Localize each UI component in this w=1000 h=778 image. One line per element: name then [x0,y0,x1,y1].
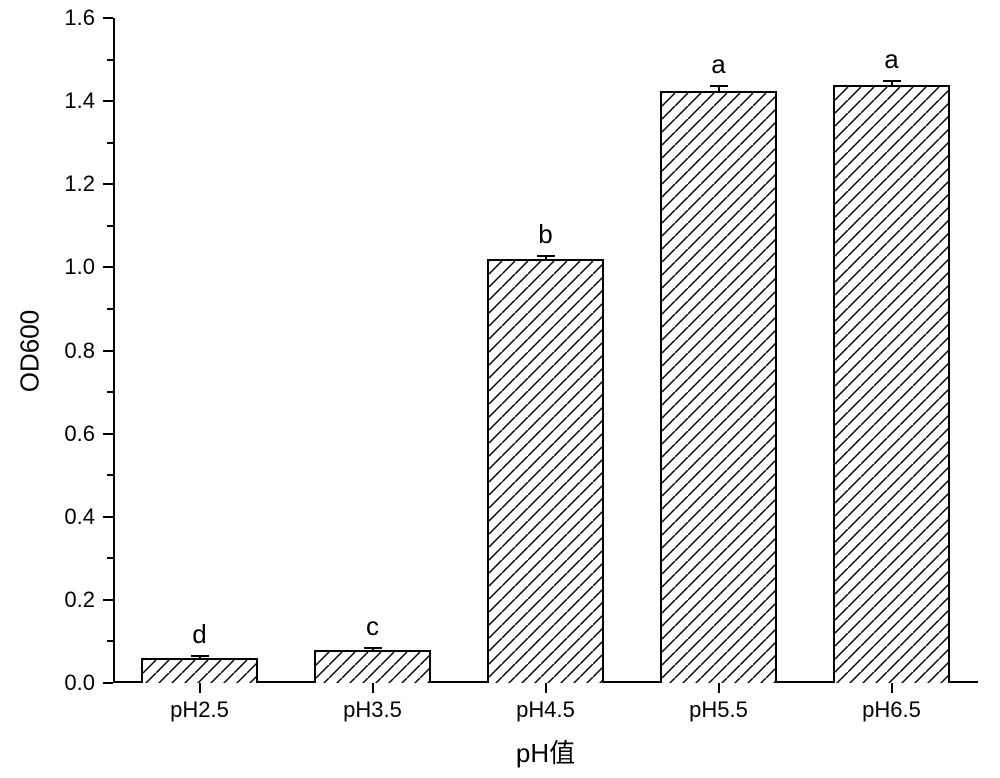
x-tick [545,683,547,693]
x-tick [891,683,893,693]
y-tick-label: 1.4 [0,88,95,114]
y-tick-label: 0.0 [0,670,95,696]
y-tick [103,433,113,435]
error-bar-cap [364,647,382,649]
y-minor-tick [107,225,113,227]
error-bar-cap [537,255,555,257]
bar [314,650,432,683]
x-tick [199,683,201,693]
x-axis-title: pH值 [516,733,575,770]
bar [141,658,259,683]
y-tick-label: 1.6 [0,5,95,31]
y-minor-tick [107,59,113,61]
y-tick [103,599,113,601]
y-tick [103,682,113,684]
y-minor-tick [107,474,113,476]
significance-letter: d [192,619,206,650]
y-tick-label: 1.2 [0,171,95,197]
significance-letter: c [366,611,379,642]
y-tick [103,516,113,518]
error-bar-cap [883,80,901,82]
y-tick [103,350,113,352]
bar [487,259,605,683]
y-minor-tick [107,557,113,559]
y-minor-tick [107,142,113,144]
y-minor-tick [107,391,113,393]
significance-letter: a [711,49,725,80]
x-tick [718,683,720,693]
y-tick-label: 1.0 [0,254,95,280]
od600-vs-ph-bar-chart: OD600 pH值 0.00.20.40.60.81.01.21.41.6dpH… [0,0,1000,778]
y-tick-label: 0.8 [0,338,95,364]
significance-letter: b [538,219,552,250]
x-tick-label: pH3.5 [343,697,402,723]
significance-letter: a [884,44,898,75]
x-tick-label: pH5.5 [689,697,748,723]
x-tick-label: pH6.5 [862,697,921,723]
y-tick [103,183,113,185]
y-tick-label: 0.4 [0,504,95,530]
bar [833,85,951,683]
x-tick-label: pH2.5 [170,697,229,723]
x-tick [372,683,374,693]
y-tick [103,17,113,19]
y-tick-label: 0.6 [0,421,95,447]
y-minor-tick [107,308,113,310]
error-bar-cap [710,85,728,87]
y-tick [103,100,113,102]
x-tick-label: pH4.5 [516,697,575,723]
y-tick [103,266,113,268]
error-bar-cap [191,655,209,657]
bar [660,91,778,683]
y-tick-label: 0.2 [0,587,95,613]
y-minor-tick [107,640,113,642]
